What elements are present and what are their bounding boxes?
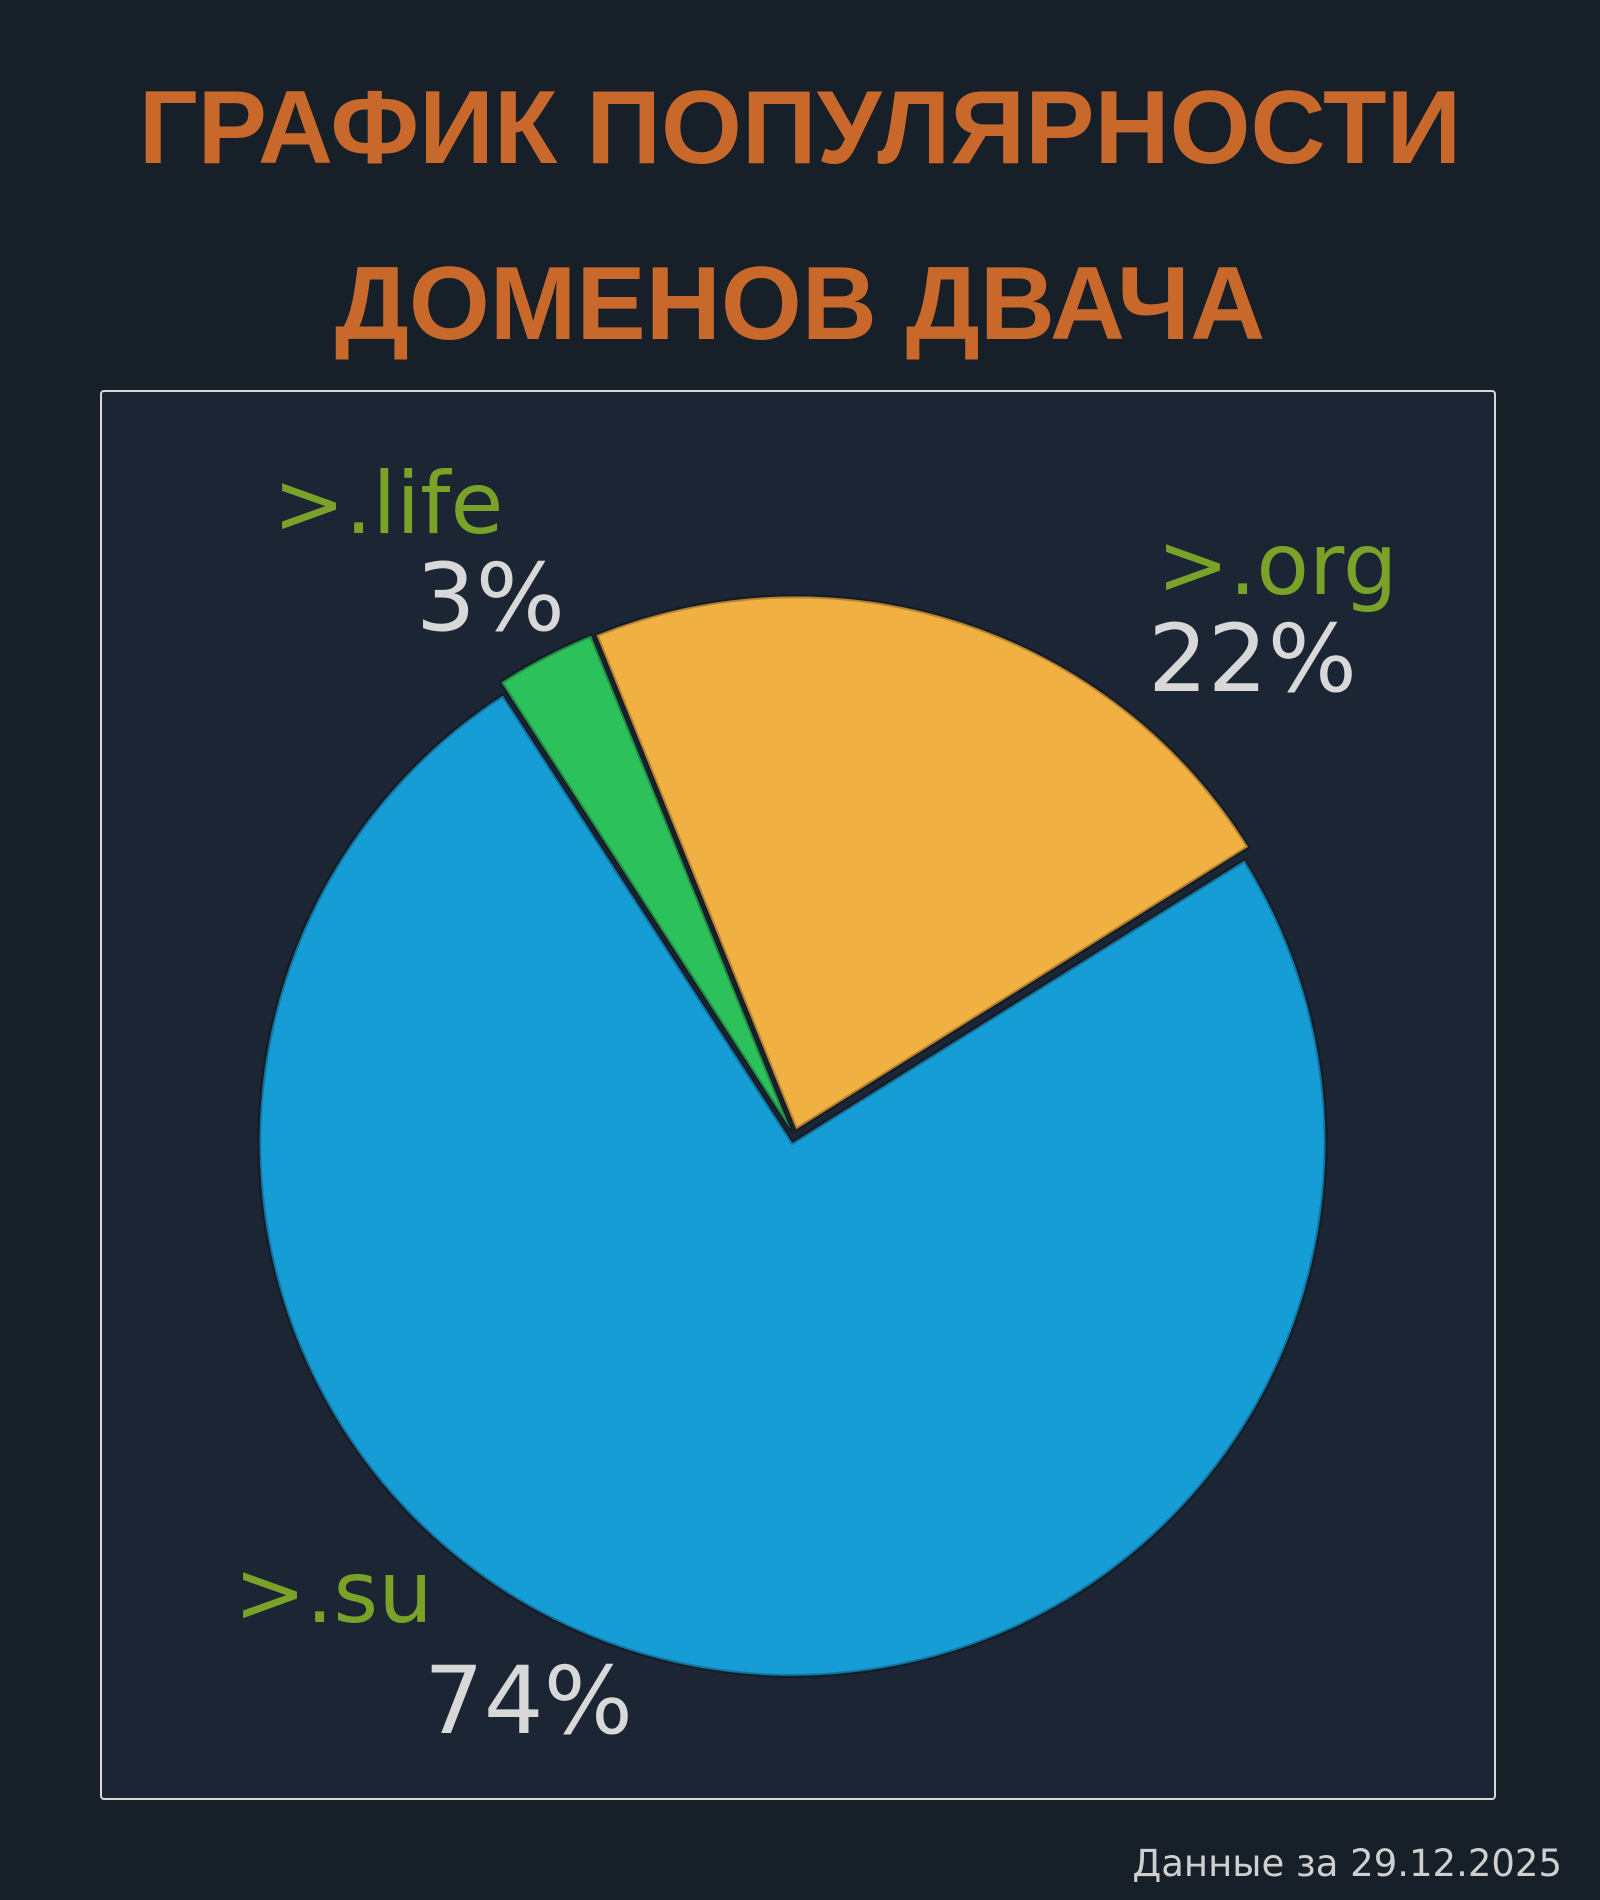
slice-label: >.su <box>234 1543 433 1643</box>
value-label: 74% <box>424 1647 633 1756</box>
chart-title: ГРАФИК ПОПУЛЯРНОСТИ ДОМЕНОВ ДВАЧА <box>138 70 1462 362</box>
pie-slice <box>257 693 1328 1678</box>
note: Данные за 29.12.2025 <box>1132 1842 1562 1885</box>
value-label: 22% <box>1148 605 1357 714</box>
pie-slice <box>499 633 793 1132</box>
slice-label: >.life <box>273 454 503 554</box>
value-label: 3% <box>416 544 565 653</box>
slice-label: >.org <box>1157 515 1397 615</box>
pie-slice <box>594 594 1251 1132</box>
